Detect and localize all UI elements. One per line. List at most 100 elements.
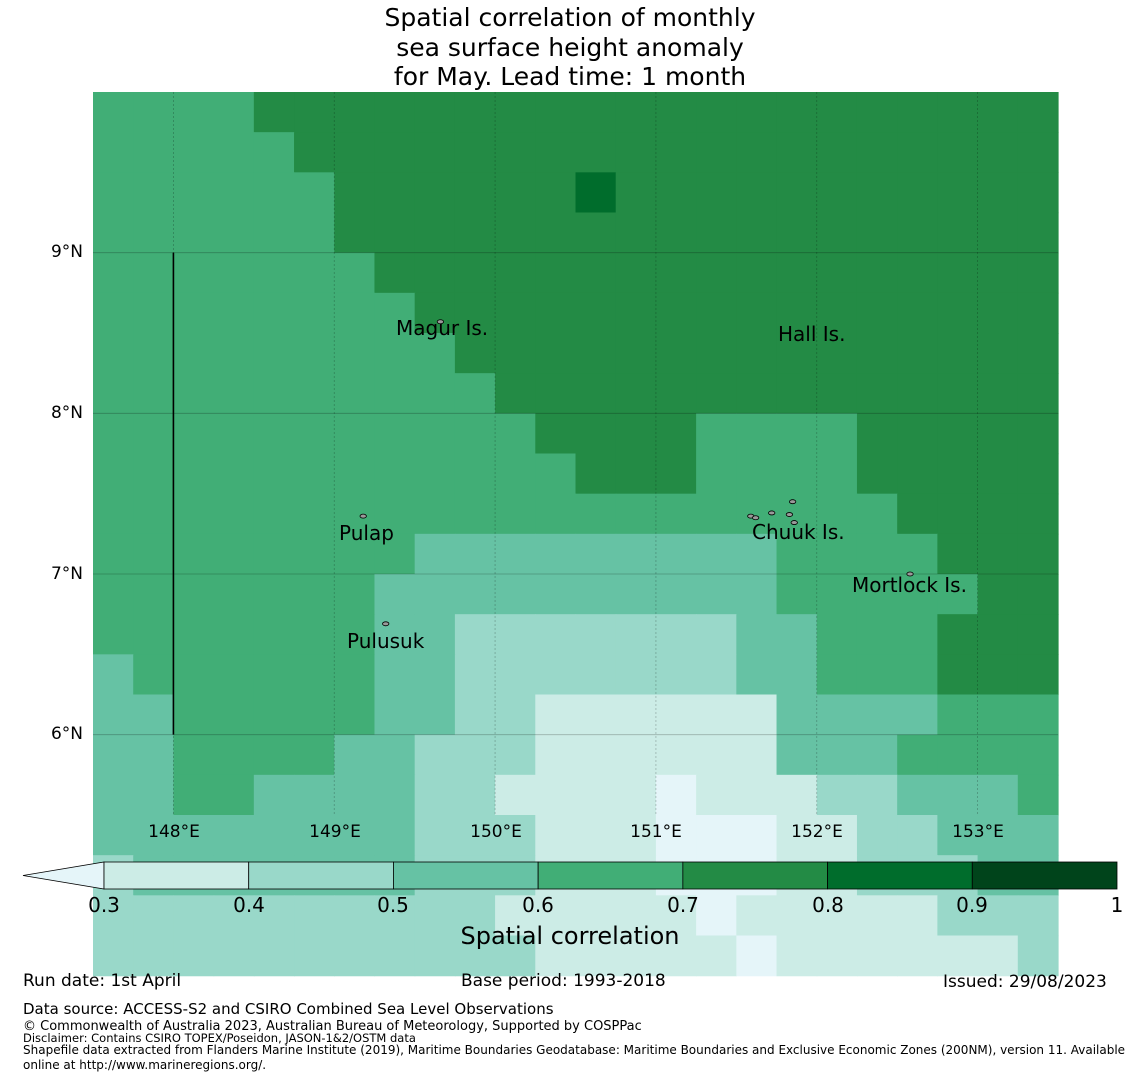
grid-cell <box>816 333 858 374</box>
colorbar-swatch <box>248 861 394 890</box>
grid-cell <box>213 453 255 495</box>
grid-cell <box>414 292 456 334</box>
grid-cell <box>535 895 577 937</box>
grid-cell <box>776 734 818 776</box>
grid-cell <box>173 734 215 776</box>
grid-cell <box>776 172 818 214</box>
colorbar <box>22 861 1118 890</box>
grid-cell <box>535 694 577 736</box>
grid-cell <box>977 373 1019 414</box>
grid-cell <box>696 895 737 937</box>
grid-cell <box>655 895 697 937</box>
grid-cell <box>736 132 778 173</box>
label-mortlock: Mortlock Is. <box>852 573 967 597</box>
grid-cell <box>937 815 979 856</box>
grid-cell <box>776 292 818 334</box>
grid-cell <box>454 654 496 696</box>
grid-cell <box>253 252 295 294</box>
grid-cell <box>575 413 617 455</box>
grid-cell <box>495 774 536 816</box>
issued-date: Issued: 29/08/2023 <box>943 972 1107 992</box>
y-tick-6n: 6°N <box>50 724 83 744</box>
grid-cell <box>1017 614 1059 655</box>
grid-cell <box>816 493 858 535</box>
copyright: © Commonwealth of Australia 2023, Austra… <box>23 1019 642 1034</box>
grid-cell <box>454 694 496 736</box>
grid-cell <box>1017 172 1059 214</box>
colorbar-swatch <box>393 861 539 890</box>
grid-cell <box>776 212 818 254</box>
grid-cell <box>655 493 697 535</box>
grid-cell <box>454 252 496 294</box>
grid-cell <box>535 533 577 575</box>
grid-cell <box>655 333 697 374</box>
island-shape <box>436 319 444 325</box>
grid-cell <box>535 132 577 173</box>
grid-cell <box>414 493 456 535</box>
grid-cell <box>495 413 536 455</box>
grid-cell <box>1017 413 1059 455</box>
grid-cell <box>977 493 1019 535</box>
grid-cell <box>374 654 416 696</box>
grid-cell <box>937 654 979 696</box>
grid-cell <box>454 212 496 254</box>
label-magur: Magur Is. <box>396 316 489 340</box>
colorbar-label: Spatial correlation <box>460 922 680 950</box>
grid-cell <box>253 453 295 495</box>
grid-cell <box>655 252 697 294</box>
grid-cell <box>1017 815 1059 856</box>
grid-cell <box>93 453 134 495</box>
grid-cell <box>213 654 255 696</box>
grid-cell <box>414 413 456 455</box>
grid-cell <box>776 614 818 655</box>
grid-cell <box>374 574 416 615</box>
grid-cell <box>374 694 416 736</box>
grid-cell <box>414 92 456 133</box>
grid-cell <box>696 574 737 615</box>
grid-cell <box>615 935 657 977</box>
grid-cell <box>133 172 175 214</box>
grid-cell <box>294 734 335 776</box>
grid-cell <box>575 92 617 133</box>
grid-cell <box>1017 333 1059 374</box>
island-shape <box>790 520 798 525</box>
grid-cell <box>334 614 376 655</box>
grid-cell <box>495 373 536 414</box>
grid-cell <box>897 212 938 254</box>
grid-cell <box>615 172 657 214</box>
grid-cell <box>253 654 295 696</box>
grid-cell <box>454 734 496 776</box>
grid-cell <box>696 172 737 214</box>
grid-cell <box>615 815 657 856</box>
label-pulap: Pulap <box>339 521 394 545</box>
grid-cell <box>937 694 979 736</box>
grid-cell <box>696 614 737 655</box>
grid-cell <box>575 734 617 776</box>
grid-cell <box>1017 694 1059 736</box>
grid-cell <box>334 774 376 816</box>
grid-cell <box>736 935 778 977</box>
grid-cell <box>173 252 215 294</box>
grid-cell <box>133 935 175 977</box>
grid-cell <box>575 935 617 977</box>
grid-cell <box>736 373 778 414</box>
grid-cell <box>133 373 175 414</box>
grid-cell <box>937 734 979 776</box>
grid-cell <box>213 292 255 334</box>
grid-cell <box>816 815 858 856</box>
grid-cell <box>454 533 496 575</box>
grid-cell <box>977 935 1019 977</box>
grid-cell <box>816 895 858 937</box>
grid-cell <box>776 92 818 133</box>
grid-cell <box>253 212 295 254</box>
grid-cell <box>294 92 335 133</box>
grid-cell <box>816 252 858 294</box>
grid-cell <box>937 92 979 133</box>
grid-cell <box>294 252 335 294</box>
grid-cell <box>374 413 416 455</box>
grid-cell <box>374 212 416 254</box>
grid-cell <box>937 373 979 414</box>
grid-cell <box>454 92 496 133</box>
grid-cell <box>213 333 255 374</box>
grid-cell <box>414 252 456 294</box>
